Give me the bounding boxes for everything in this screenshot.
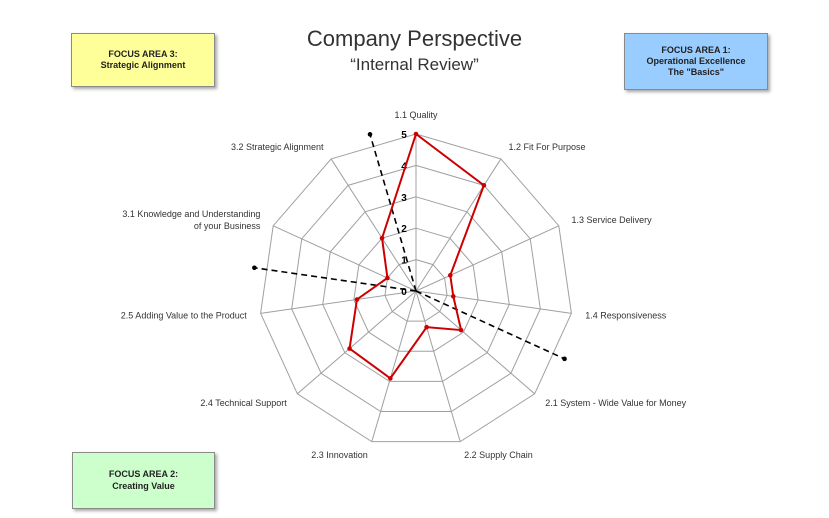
focus-area-1-heading: FOCUS AREA 1: <box>661 44 731 55</box>
category-label: 3.2 Strategic Alignment <box>231 142 324 152</box>
data-point <box>379 235 385 241</box>
category-label: 2.3 Innovation <box>311 450 368 460</box>
focus-area-divider <box>254 266 417 292</box>
grid-spoke <box>297 290 417 395</box>
focus-area-3-box: FOCUS AREA 3: Strategic Alignment <box>71 33 215 87</box>
category-label: 1.1 Quality <box>394 110 438 120</box>
focus-area-3-heading: FOCUS AREA 3: <box>108 48 178 59</box>
category-label: 1.2 Fit For Purpose <box>508 142 585 152</box>
grid-ring <box>384 259 448 322</box>
data-point <box>447 273 453 278</box>
tick-label: 4 <box>401 161 407 172</box>
grid-spoke <box>330 158 417 292</box>
category-label: 2.4 Technical Support <box>200 398 287 408</box>
category-label: 2.2 Supply Chain <box>464 450 533 460</box>
divider-end-dot <box>367 132 373 137</box>
category-label: 2.5 Adding Value to the Product <box>121 310 247 320</box>
grid-spoke <box>260 290 417 314</box>
focus-area-3-name: Strategic Alignment <box>100 60 186 70</box>
chart-title: Company Perspective <box>306 26 523 51</box>
focus-area-2-heading: FOCUS AREA 2: <box>108 469 179 480</box>
focus-area-2-box: FOCUS AREA 2: Creating Value <box>72 452 215 509</box>
data-point <box>424 324 429 330</box>
category-label: 2.1 System - Wide Value for Money <box>545 398 686 408</box>
grid-ring <box>260 133 572 443</box>
grid-ring <box>322 196 510 382</box>
divider-end-dot <box>562 356 567 362</box>
data-point <box>450 294 456 299</box>
grid-spoke <box>415 290 535 395</box>
focus-area-2-name: Creating Value <box>112 480 175 491</box>
focus-area-1-box: FOCUS AREA 1: Operational Excellence The… <box>624 33 768 90</box>
category-label: 3.1 Knowledge and Understanding of your B… <box>122 209 261 231</box>
data-point <box>481 183 487 188</box>
grid-spoke <box>272 225 417 292</box>
data-point <box>388 376 393 381</box>
grid-ring <box>291 164 541 413</box>
grid-spoke <box>371 290 417 442</box>
grid-ring <box>353 227 479 352</box>
focus-area-1-name: Operational Excellence <box>646 55 746 66</box>
category-label: 1.3 Service Delivery <box>572 215 653 225</box>
data-point <box>347 346 352 351</box>
focus-area-divider <box>369 134 417 292</box>
chart-title-block: Company Perspective “Internal Review” <box>0 26 829 75</box>
grid-spoke <box>415 290 572 314</box>
tick-label: 3 <box>401 193 407 204</box>
data-point <box>458 327 464 333</box>
category-label: 1.4 Responsiveness <box>585 310 667 320</box>
data-point <box>354 297 360 302</box>
grid-spoke <box>415 225 560 292</box>
focus-area-divider <box>415 290 565 360</box>
tick-label: 2 <box>401 224 407 235</box>
grid-spoke <box>415 158 502 292</box>
tick-label: 1 <box>401 256 407 267</box>
data-series-line <box>348 132 486 380</box>
data-point <box>413 131 419 137</box>
focus-area-1-subname: The "Basics" <box>667 67 725 78</box>
chart-subtitle: “Internal Review” <box>350 55 479 74</box>
divider-end-dot <box>252 265 257 271</box>
tick-label: 5 <box>401 130 407 141</box>
grid-spoke <box>415 290 461 442</box>
data-point <box>385 275 390 281</box>
tick-label: 0 <box>401 287 407 298</box>
